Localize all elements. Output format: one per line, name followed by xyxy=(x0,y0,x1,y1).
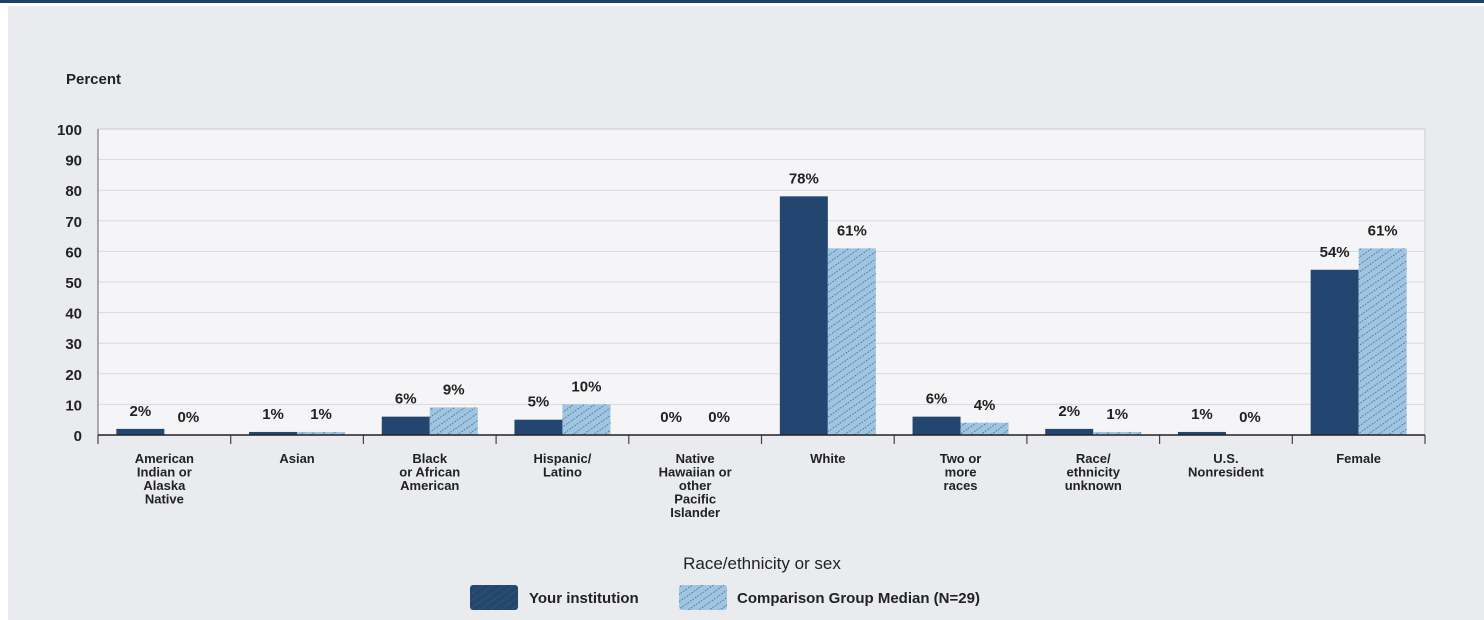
bar-comparison xyxy=(960,422,1009,435)
legend-swatch-your-institution xyxy=(470,585,518,610)
bar-your-institution xyxy=(1045,428,1094,435)
data-label: 1% xyxy=(1191,406,1213,423)
data-label: 1% xyxy=(1106,406,1128,423)
x-tick-label-line: Alaska xyxy=(143,478,186,493)
data-label: 1% xyxy=(262,406,284,423)
data-label: 6% xyxy=(926,391,948,408)
data-label: 0% xyxy=(178,409,200,426)
data-label: 1% xyxy=(310,406,332,423)
data-label: 0% xyxy=(708,409,730,426)
y-tick-label: 20 xyxy=(65,367,82,384)
x-tick-label: Hispanic/Latino xyxy=(534,451,592,480)
data-label: 6% xyxy=(395,391,417,408)
x-tick-label-line: Native xyxy=(676,451,715,466)
x-tick-label-line: Pacific xyxy=(674,492,716,507)
bars: 2% 0% 1% 1% 6% 9% 5% 10% 0% 0% 78% 61% 6% 4% 2% 1% 1% 0% 5… xyxy=(116,170,1407,435)
x-tick-label-line: Black xyxy=(412,451,447,466)
x-tick-label-line: Hispanic/ xyxy=(534,451,592,466)
legend-label-your-institution: Your institution xyxy=(529,590,639,607)
legend-label-comparison: Comparison Group Median (N=29) xyxy=(737,590,980,607)
x-tick-label-line: more xyxy=(945,465,977,480)
gridlines xyxy=(98,159,1425,405)
bar-your-institution xyxy=(116,428,165,435)
x-tick-label: Black or African American xyxy=(399,451,460,493)
bar-your-institution xyxy=(912,416,961,435)
bar-comparison xyxy=(297,431,346,435)
data-label: 61% xyxy=(837,222,867,239)
x-tick-label-line: unknown xyxy=(1065,478,1122,493)
bar-comparison xyxy=(827,248,876,435)
data-label: 78% xyxy=(789,170,819,187)
x-tick-label-line: Hawaiian or xyxy=(659,465,732,480)
x-tick-label-line: Two or xyxy=(940,451,982,466)
y-tick-label: 100 xyxy=(57,122,82,139)
x-tick-label: U.S. Nonresident xyxy=(1188,451,1265,480)
data-label: 0% xyxy=(660,409,682,426)
x-tick-label: American Indian or Alaska Native xyxy=(135,451,194,507)
top-border xyxy=(0,0,1484,3)
x-axis-title: Race/ethnicity or sex xyxy=(683,554,841,573)
x-tick-label: Two or more races xyxy=(940,451,982,493)
bar-comparison xyxy=(1358,248,1407,435)
bar-your-institution xyxy=(381,416,430,435)
y-tick-label: 40 xyxy=(65,306,82,323)
x-tick-label-line: or African xyxy=(399,465,460,480)
legend: Your institution Comparison Group Median… xyxy=(470,585,980,610)
x-tick-label-line: White xyxy=(810,451,845,466)
data-label: 2% xyxy=(1058,403,1080,420)
y-tick-label: 30 xyxy=(65,336,82,353)
x-tick-label: Native Hawaiian or other Pacific Islander xyxy=(659,451,732,520)
bar-comparison xyxy=(429,407,478,435)
data-label: 9% xyxy=(443,381,465,398)
x-tick-label-line: Female xyxy=(1336,451,1381,466)
y-tick-label: 70 xyxy=(65,214,82,231)
x-tick-label-line: Native xyxy=(145,492,184,507)
x-tick-label-line: Latino xyxy=(543,465,582,480)
bar-your-institution xyxy=(1177,431,1226,435)
x-tick-label-line: other xyxy=(679,478,712,493)
x-tick-label-line: races xyxy=(944,478,978,493)
bar-your-institution xyxy=(779,196,828,435)
y-axis: 0 10 20 30 40 50 60 70 80 90 100 xyxy=(57,122,99,445)
y-tick-label: 10 xyxy=(65,397,82,414)
x-tick-label-line: ethnicity xyxy=(1067,465,1121,480)
x-tick-label: Race/ethnicity unknown xyxy=(1065,451,1122,493)
x-tick-label-line: U.S. xyxy=(1213,451,1238,466)
bar-your-institution xyxy=(514,419,563,435)
x-tick-label-line: Nonresident xyxy=(1188,465,1265,480)
data-label: 4% xyxy=(974,397,996,414)
y-axis-title: Percent xyxy=(66,71,121,88)
x-tick-label-line: Indian or xyxy=(137,465,192,480)
y-tick-label: 90 xyxy=(65,153,82,170)
y-tick-label: 60 xyxy=(65,244,82,261)
data-label: 10% xyxy=(571,378,601,395)
data-label: 2% xyxy=(130,403,152,420)
x-tick-label-line: American xyxy=(400,478,459,493)
bar-your-institution xyxy=(249,431,298,435)
x-tick-label: White xyxy=(810,451,845,466)
x-tick-label-line: Islander xyxy=(670,505,720,520)
y-tick-label: 0 xyxy=(74,428,82,445)
legend-swatch-comparison xyxy=(679,585,727,610)
x-tick-label: Female xyxy=(1336,451,1381,466)
x-tick-label: Asian xyxy=(279,451,314,466)
data-label: 5% xyxy=(528,394,550,411)
x-tick-label-line: American xyxy=(135,451,194,466)
x-tick-label-line: Race/ xyxy=(1076,451,1111,466)
data-label: 0% xyxy=(1239,409,1261,426)
bar-comparison xyxy=(1093,431,1142,435)
data-label: 54% xyxy=(1320,244,1350,261)
bar-your-institution xyxy=(1310,269,1359,435)
data-label: 61% xyxy=(1368,222,1398,239)
bar-comparison xyxy=(562,404,611,435)
y-tick-label: 50 xyxy=(65,275,82,292)
y-tick-label: 80 xyxy=(65,183,82,200)
x-tick-label-line: Asian xyxy=(279,451,314,466)
